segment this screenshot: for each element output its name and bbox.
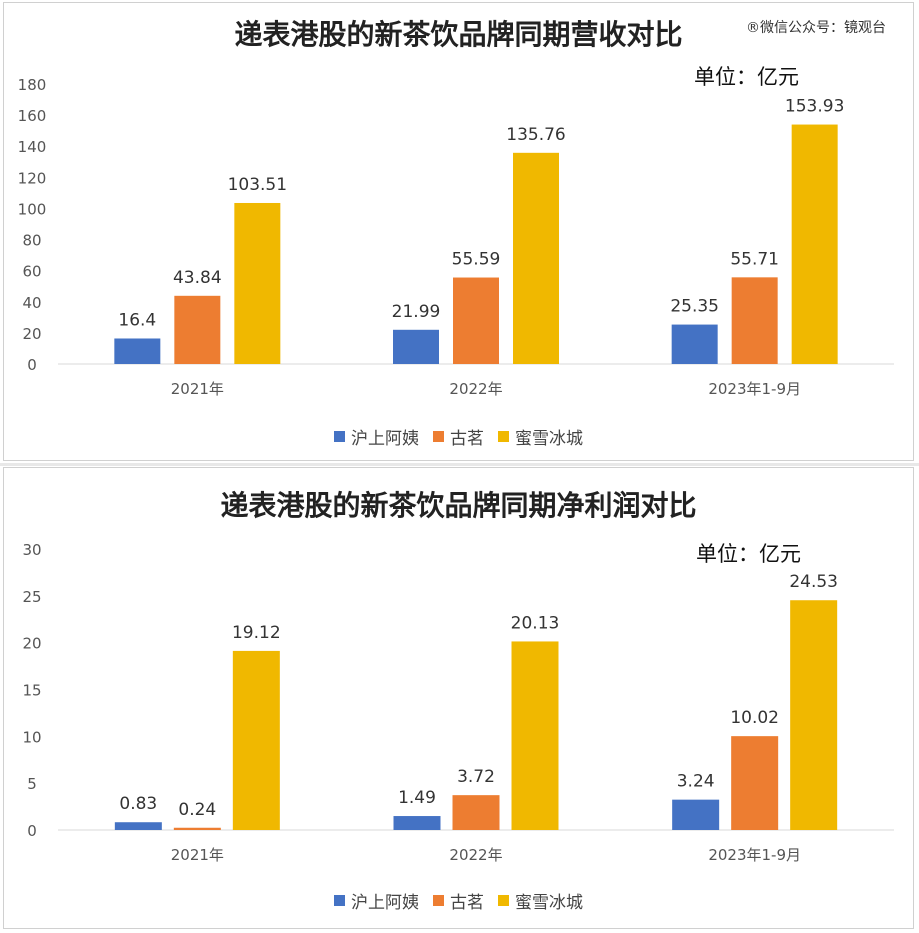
data-label: 3.72 [457,767,495,787]
data-label: 55.59 [452,250,501,270]
bar [731,277,778,364]
data-label: 19.12 [232,623,281,643]
bar [672,799,720,830]
data-label: 3.24 [677,772,715,792]
y-tick-label: 0 [27,822,37,840]
revenue-bar-chart: 0 20 40 60 80 100 120 140 160 180 16.4 43.84 103.51 2… [18,76,894,398]
bar [114,338,161,364]
y-tick-label: 10 [22,728,41,746]
y-tick-label: 80 [22,232,41,250]
x-tick-label: 2023年1-9月 [708,380,801,398]
unit-label: 单位：亿元 [694,65,799,89]
data-label: 10.02 [730,708,779,728]
bar [791,124,838,364]
y-tick-label: 5 [27,775,37,793]
legend-item-hushangayi: 沪上阿姨 [334,424,419,449]
y-tick-label: 20 [22,635,41,653]
y-tick-label: 160 [18,107,47,125]
bar [232,650,280,830]
data-label: 43.84 [173,268,222,288]
y-tick-label: 15 [22,682,41,700]
bar [452,795,500,830]
bar [174,295,221,364]
x-tick-label: 2021年 [171,380,224,398]
bar [234,202,281,364]
legend-label: 古茗 [450,893,484,913]
chart-legend: 沪上阿姨 古茗 蜜雪冰城 [4,888,913,913]
legend-swatch-icon [334,431,345,442]
y-tick-label: 140 [18,138,47,156]
x-tick-label: 2023年1-9月 [708,846,801,864]
legend-label: 沪上阿姨 [351,893,419,913]
bar [173,827,221,830]
legend-swatch-icon [433,895,444,906]
legend-swatch-icon [433,431,444,442]
data-label: 24.53 [789,572,838,592]
bar [790,600,838,830]
legend-label: 沪上阿姨 [351,429,419,449]
bar [393,816,441,830]
legend-item-guming: 古茗 [433,888,484,913]
bar [393,329,439,364]
legend-item-hushangayi: 沪上阿姨 [334,888,419,913]
data-label: 153.93 [785,97,844,117]
y-tick-label: 20 [22,325,41,343]
legend-label: 蜜雪冰城 [515,429,583,449]
y-tick-label: 0 [27,356,37,374]
legend-swatch-icon [498,431,509,442]
revenue-chart-panel: 递表港股的新茶饮品牌同期营收对比 单位：亿元 ®微信公众号：镜观台 0 20 40 6… [3,2,914,461]
data-label: 55.71 [730,249,779,269]
bar [513,152,559,364]
legend-label: 蜜雪冰城 [515,893,583,913]
y-tick-label: 40 [22,294,41,312]
data-label: 25.35 [670,297,719,317]
y-tick-label: 25 [22,588,41,606]
legend-swatch-icon [334,895,345,906]
data-label: 1.49 [398,788,436,808]
data-label: 0.83 [119,794,157,814]
y-tick-label: 60 [22,263,41,281]
x-tick-label: 2021年 [171,846,224,864]
data-label: 20.13 [511,613,560,633]
profit-chart-panel: 递表港股的新茶饮品牌同期净利润对比 单位：亿元 0 5 10 15 20 25 30 0.83… [3,467,914,929]
data-label: 16.4 [118,310,156,330]
chart-title: 递表港股的新茶饮品牌同期净利润对比 [220,489,697,522]
legend-item-guming: 古茗 [433,424,484,449]
legend-item-mixue: 蜜雪冰城 [498,424,583,449]
y-tick-label: 180 [18,76,47,94]
unit-label: 单位：亿元 [696,542,801,566]
y-tick-label: 120 [18,169,47,187]
watermark: ®微信公众号：镜观台 [746,20,886,36]
panel-divider [0,463,919,466]
bar [731,736,779,830]
data-label: 0.24 [178,800,216,820]
data-label: 103.51 [228,175,287,195]
data-label: 135.76 [506,125,565,145]
chart-legend: 沪上阿姨 古茗 蜜雪冰城 [4,424,913,449]
legend-label: 古茗 [450,429,484,449]
legend-swatch-icon [498,895,509,906]
y-tick-label: 30 [22,541,41,559]
data-label: 21.99 [392,302,441,322]
bar [511,641,559,830]
legend-item-mixue: 蜜雪冰城 [498,888,583,913]
profit-bar-chart: 0 5 10 15 20 25 30 0.83 0.24 19.12 2021年 1.49 3.72 20… [22,541,894,864]
y-tick-label: 100 [18,200,47,218]
x-tick-label: 2022年 [449,380,502,398]
bar [114,822,162,830]
chart-title: 递表港股的新茶饮品牌同期营收对比 [234,18,683,51]
bar [671,324,718,364]
bar [453,277,499,364]
x-tick-label: 2022年 [449,846,502,864]
